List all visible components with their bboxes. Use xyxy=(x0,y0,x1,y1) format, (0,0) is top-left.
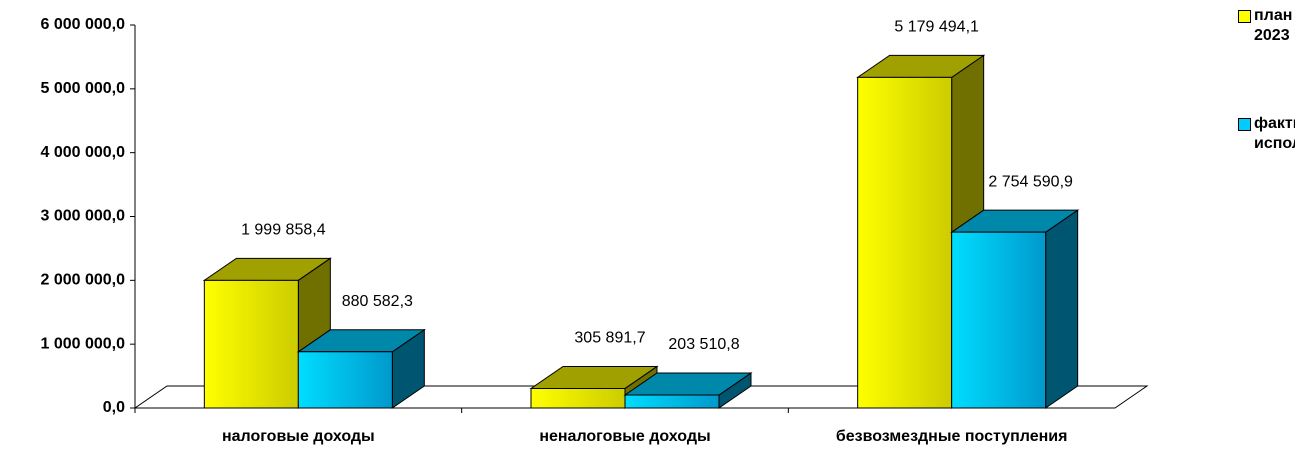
bar xyxy=(950,209,1080,409)
bar-face xyxy=(951,231,1047,409)
y-tick-label: 4 000 000,0 xyxy=(40,144,125,161)
y-tick-label: 2 000 000,0 xyxy=(40,272,125,289)
value-label: 203 510,8 xyxy=(668,336,739,353)
x-tick-label: налоговые доходы xyxy=(222,428,375,445)
value-label: 2 754 590,9 xyxy=(988,173,1073,190)
bar xyxy=(623,372,753,409)
value-label: 1 999 858,4 xyxy=(241,222,326,239)
value-label: 880 582,3 xyxy=(342,293,413,310)
legend-label: фактическое исполнение xyxy=(1254,115,1295,152)
bar-face xyxy=(297,351,393,409)
x-tick-label: безвозмездные поступления xyxy=(836,428,1068,445)
x-tick-label: неналоговые доходы xyxy=(539,428,710,445)
legend-label: план на 2023 год xyxy=(1254,7,1295,44)
bar-face xyxy=(857,76,953,409)
y-tick-label: 5 000 000,0 xyxy=(40,80,125,97)
value-label: 305 891,7 xyxy=(574,330,645,347)
bar-face xyxy=(624,394,720,409)
y-tick-label: 3 000 000,0 xyxy=(40,208,125,225)
value-label: 5 179 494,1 xyxy=(894,19,979,36)
bar xyxy=(296,328,426,409)
y-tick-label: 0,0 xyxy=(103,399,125,416)
bar-face xyxy=(203,279,299,409)
legend-swatch xyxy=(1238,118,1251,131)
bar-face xyxy=(530,387,626,409)
y-tick-label: 6 000 000,0 xyxy=(40,16,125,33)
y-tick-label: 1 000 000,0 xyxy=(40,335,125,352)
bar-face xyxy=(1045,209,1079,409)
legend-swatch xyxy=(1238,10,1251,23)
